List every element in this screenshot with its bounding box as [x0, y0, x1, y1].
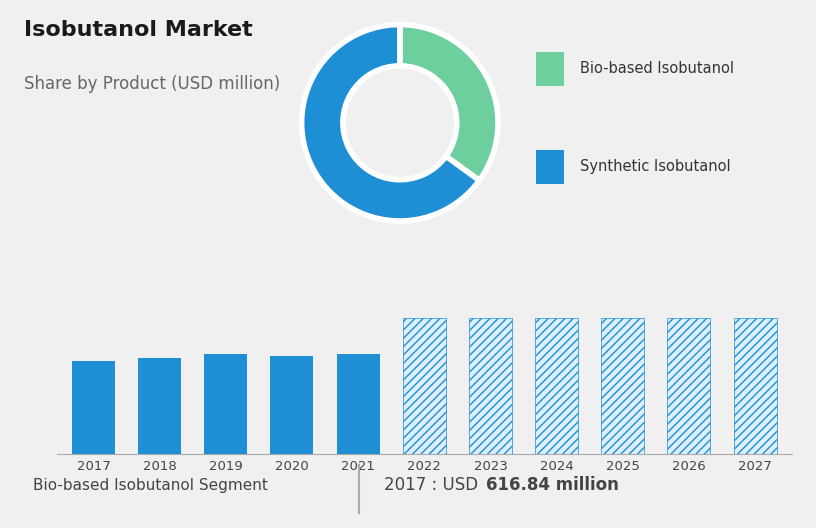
Wedge shape — [302, 24, 479, 221]
Bar — [535, 318, 579, 454]
Text: Isobutanol Market: Isobutanol Market — [24, 20, 253, 40]
Text: 2017 : USD: 2017 : USD — [384, 476, 483, 494]
Bar — [601, 318, 645, 454]
Bar — [403, 318, 446, 454]
Text: 616.84 million: 616.84 million — [486, 476, 619, 494]
Text: Synthetic Isobutanol: Synthetic Isobutanol — [580, 159, 731, 174]
FancyBboxPatch shape — [536, 150, 564, 184]
Bar — [734, 318, 777, 454]
Bar — [337, 354, 379, 454]
Bar — [469, 318, 512, 454]
Bar — [667, 318, 711, 454]
Bar — [138, 357, 181, 454]
Text: Share by Product (USD million): Share by Product (USD million) — [24, 75, 281, 93]
FancyBboxPatch shape — [536, 52, 564, 86]
Wedge shape — [400, 24, 498, 181]
Bar — [270, 356, 313, 454]
Text: Bio-based Isobutanol: Bio-based Isobutanol — [580, 61, 734, 76]
Text: Bio-based Isobutanol Segment: Bio-based Isobutanol Segment — [33, 478, 268, 493]
Bar — [72, 361, 115, 454]
Bar — [204, 354, 247, 454]
